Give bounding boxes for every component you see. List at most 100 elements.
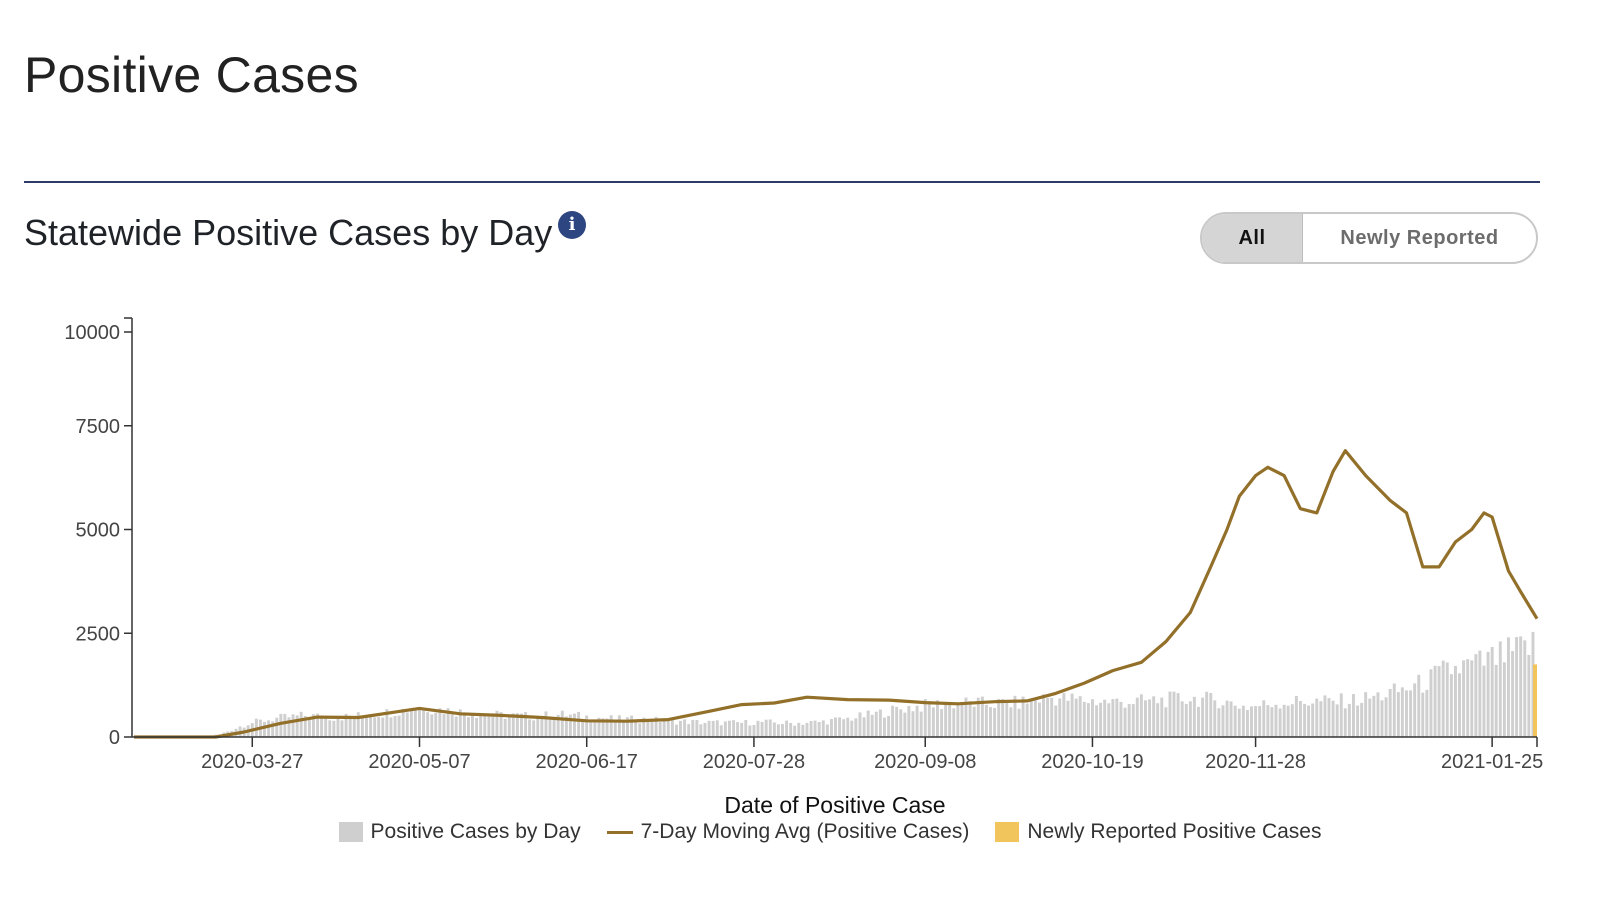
bar-positive-cases	[646, 721, 650, 737]
bar-positive-cases	[479, 715, 483, 737]
bar-positive-cases	[1519, 636, 1523, 737]
bar-positive-cases	[919, 711, 923, 737]
legend-item-positive-cases[interactable]: Positive Cases by Day	[338, 820, 581, 844]
info-icon[interactable]: i	[558, 211, 586, 239]
bar-positive-cases	[1127, 704, 1131, 737]
bar-positive-cases	[365, 717, 368, 737]
bar-positive-cases	[1490, 647, 1494, 737]
bar-positive-cases	[1380, 700, 1384, 737]
bar-positive-cases	[360, 715, 364, 737]
bar-positive-cases	[785, 720, 789, 737]
bar-positive-cases	[1139, 694, 1143, 737]
bar-positive-cases	[515, 713, 519, 737]
bar-positive-cases	[585, 715, 589, 737]
bar-positive-cases	[1405, 690, 1408, 737]
bar-positive-cases	[434, 712, 438, 737]
bar-positive-cases	[883, 717, 886, 737]
bar-positive-cases	[1103, 699, 1107, 737]
bar-positive-cases	[471, 715, 474, 737]
bar-positive-cases	[609, 715, 613, 737]
bar-positive-cases	[670, 719, 674, 737]
bar-positive-cases	[956, 702, 960, 737]
bar-positive-cases	[1421, 692, 1425, 737]
bar-positive-cases	[1498, 641, 1502, 737]
bar-positive-cases	[1511, 651, 1515, 737]
bar-positive-cases	[1086, 703, 1090, 737]
bar-positive-cases	[719, 725, 723, 737]
bar-positive-cases	[597, 717, 601, 737]
bar-positive-cases	[1029, 698, 1033, 737]
bar-positive-cases	[1437, 666, 1441, 737]
bar-positive-cases	[1294, 696, 1298, 737]
bar-positive-cases	[1494, 664, 1498, 737]
bar-positive-cases	[1299, 701, 1302, 737]
bar-positive-cases	[275, 717, 279, 737]
bar-positive-cases	[736, 722, 740, 737]
bar-positive-cases	[1523, 640, 1527, 737]
bar-positive-cases	[1254, 706, 1258, 737]
bar-positive-cases	[1454, 665, 1457, 737]
bar-positive-cases	[940, 709, 944, 737]
bar-positive-cases	[768, 719, 772, 737]
bar-positive-cases	[887, 716, 891, 737]
bar-positive-cases	[1091, 699, 1094, 737]
bar-positive-cases	[989, 707, 992, 737]
bar-positive-cases	[1449, 674, 1453, 737]
chart-axes: 0 2500 5000 7500 10000 2020-03-27 2020-05-07 20…	[64, 317, 1543, 773]
bar-positive-cases	[581, 719, 585, 737]
bar-positive-cases	[401, 708, 405, 737]
bar-positive-cases	[687, 724, 691, 737]
page-title: Positive Cases	[24, 47, 359, 103]
bar-positive-cases	[1225, 700, 1229, 737]
legend-item-newly-reported[interactable]: Newly Reported Positive Cases	[995, 820, 1321, 844]
bar-positive-cases	[348, 715, 352, 737]
bar-positive-cases	[797, 722, 801, 737]
bar-positive-cases	[1005, 702, 1009, 737]
bar-positive-cases	[1323, 695, 1327, 737]
bar-positive-cases	[1441, 660, 1445, 737]
bar-positive-cases	[1250, 706, 1253, 737]
bar-positive-cases	[789, 723, 793, 737]
bar-positive-cases	[1360, 702, 1364, 737]
bar-positive-cases	[948, 702, 952, 737]
bar-positive-cases	[1368, 698, 1372, 737]
bar-positive-cases	[1033, 700, 1037, 737]
bar-positive-cases	[279, 713, 283, 737]
bar-positive-cases	[1274, 704, 1278, 737]
legend-item-moving-avg[interactable]: 7-Day Moving Avg (Positive Cases)	[606, 820, 969, 844]
bar-positive-cases	[1066, 700, 1070, 737]
bar-positive-cases	[1315, 698, 1319, 737]
bar-positive-cases	[760, 721, 764, 737]
bar-positive-cases	[622, 721, 625, 737]
bar-positive-cases	[336, 718, 340, 737]
bar-positive-cases	[340, 720, 344, 737]
bar-positive-cases	[1470, 660, 1474, 737]
bar-positive-cases	[462, 713, 466, 737]
bar-positive-cases	[866, 710, 870, 737]
bar-positive-cases	[842, 719, 846, 737]
toggle-all-button[interactable]: All	[1202, 214, 1303, 262]
bar-positive-cases	[1095, 705, 1099, 737]
bar-positive-cases	[593, 721, 597, 737]
bar-positive-cases	[744, 720, 748, 737]
bar-positive-cases	[723, 721, 727, 737]
bar-positive-cases	[605, 718, 609, 737]
bar-positive-cases	[1282, 704, 1286, 737]
x-tick-label: 2020-06-17	[536, 751, 638, 773]
bar-positive-cases	[577, 711, 581, 737]
bar-positive-cases	[1433, 665, 1437, 737]
bar-positive-cases	[1160, 697, 1164, 737]
bar-positive-cases	[927, 703, 931, 737]
toggle-newly-reported-button[interactable]: Newly Reported	[1340, 226, 1499, 249]
bar-positive-cases	[658, 722, 662, 737]
bar-positive-cases	[405, 712, 409, 737]
bar-positive-cases	[1233, 705, 1237, 737]
bar-positive-cases	[1278, 708, 1282, 737]
bar-positive-cases	[740, 722, 744, 737]
bar-positive-cases	[1270, 707, 1274, 737]
bar-positive-cases	[1462, 660, 1466, 737]
bar-positive-cases	[381, 717, 385, 737]
bar-positive-cases	[1078, 696, 1082, 737]
bar-positive-cases	[320, 718, 324, 737]
bar-positive-cases	[291, 714, 295, 737]
